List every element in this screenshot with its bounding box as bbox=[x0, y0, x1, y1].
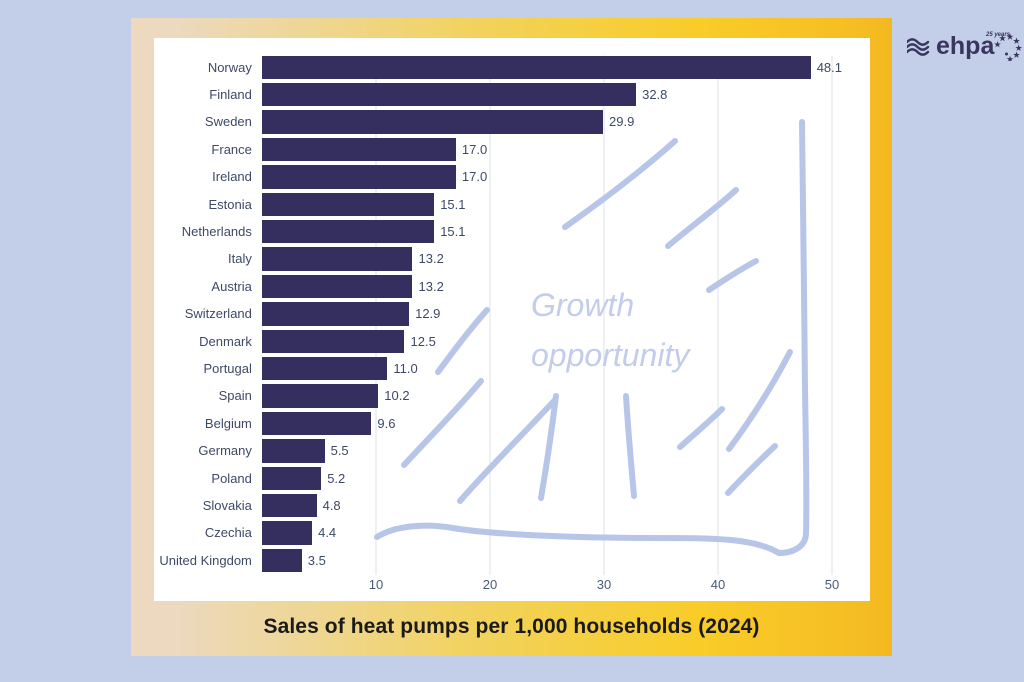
svg-text:25 years: 25 years bbox=[985, 32, 1011, 38]
